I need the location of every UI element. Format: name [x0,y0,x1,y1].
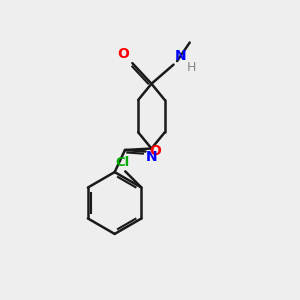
Text: N: N [175,49,187,63]
Text: Cl: Cl [116,156,130,169]
Text: O: O [149,145,161,158]
Text: H: H [187,61,196,74]
Text: O: O [117,47,129,61]
Text: N: N [146,150,157,164]
